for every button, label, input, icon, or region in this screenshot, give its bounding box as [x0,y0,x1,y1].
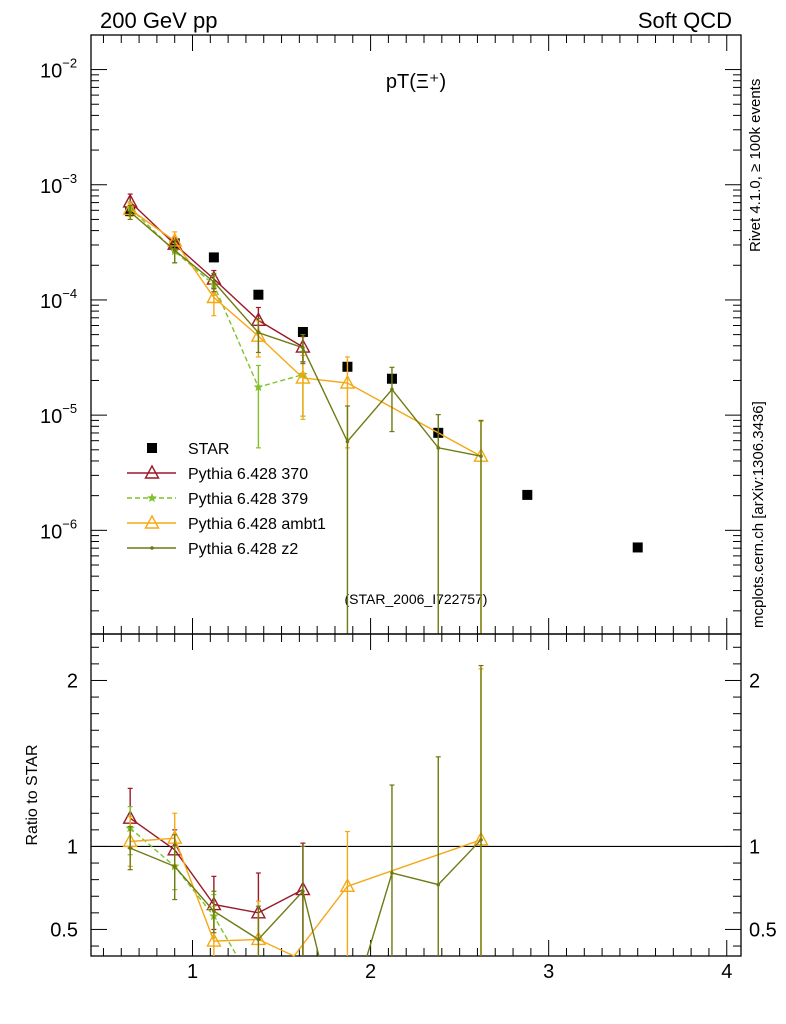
side-label-rivet: Rivet 4.1.0, ≥ 100k events [747,79,764,252]
main-point-z2 [128,210,132,214]
ratio-y-tick-label-left: 2 [67,670,78,692]
legend-marker-z2 [150,546,154,550]
ratio-point-z2 [436,882,441,887]
main-y-tick-exponent: −2 [62,56,77,71]
side-label-mcplots: mcplots.cern.ch [arXiv:1306.3436] [750,401,767,628]
ratio-point-z2 [172,864,177,869]
main-point-STAR [253,289,264,300]
main-point-STAR [297,326,308,337]
ratio-point-z2 [479,838,483,842]
main-point-z2 [212,280,216,284]
main-plot-title: pT(Ξ⁺) [386,71,446,93]
ratio-y-tick-label-right: 0.5 [749,919,777,941]
ratio-line-p379-1 [129,827,238,957]
ratio-y-axis-label: Ratio to STAR [24,744,41,845]
x-tick-label: 1 [187,961,198,983]
ratio-plot-area: 0.5 0.5 1 1 2 2 1 2 3 4 [50,633,777,983]
main-point-ambt1 [295,369,311,384]
header-left: 200 GeV pp [100,8,217,33]
legend-marker-ambt1 [144,514,160,529]
legend-label-p370: Pythia 6.428 370 [188,466,308,483]
main-point-z2 [345,439,350,444]
main-y-tick-exponent: −4 [62,286,77,301]
ratio-line-ambt1-2 [130,837,482,957]
legend-marker-p370 [144,464,160,479]
main-point-z2 [172,248,177,253]
legend-label-z2: Pythia 6.428 z2 [188,541,298,558]
main-y-tick-exponent: −6 [62,516,77,531]
main-y-tick-exponent: −5 [62,401,77,416]
main-point-p379 [253,382,264,392]
main-point-z2 [390,387,394,392]
ratio-point-z2 [301,889,305,894]
ratio-line-z2-3 [129,847,320,957]
main-plot-area: 10−2 10−3 10−4 10−5 10−6 [40,34,742,635]
main-y-tick-label: 10−6 [40,516,77,543]
main-point-STAR [208,252,219,263]
ratio-y-tick-label-left: 0.5 [50,919,78,941]
ratio-plot-frame [90,633,742,957]
ratio-point-ambt1 [206,932,222,947]
legend-label-ambt1: Pythia 6.428 ambt1 [188,516,326,533]
ratio-point-z2 [256,937,261,942]
main-point-ambt1 [339,374,356,389]
x-tick-label: 2 [365,961,376,983]
legend: STAR Pythia 6.428 370 Pythia 6.428 379 Pyth… [127,441,326,558]
legend-label-STAR: STAR [188,441,229,458]
ratio-y-tick-label-right: 2 [749,670,760,692]
main-point-STAR [632,542,643,553]
ratio-y-tick-label-right: 1 [749,836,760,858]
ratio-line-p370-0 [129,817,304,914]
x-tick-label: 3 [543,961,554,983]
main-point-ambt1 [206,289,222,304]
main-point-z2 [256,330,261,335]
legend-marker-p379 [147,493,157,502]
ratio-y-tick-label-left: 1 [67,836,78,858]
ratio-line-z2-4 [366,839,482,957]
x-tick-label: 4 [721,961,732,983]
main-point-z2 [436,446,441,450]
legend-label-p379: Pythia 6.428 379 [188,491,308,508]
ratio-point-z2 [212,909,216,913]
main-line-p370-1 [129,201,304,348]
main-y-tick-label: 10−2 [40,56,77,83]
legend-marker-STAR [147,443,157,453]
main-plot-panel: pT(Ξ⁺) (STAR_2006_I722757) 10−210−310−41… [40,34,742,635]
ratio-point-ambt1 [339,877,356,892]
ratio-point-z2 [390,871,394,875]
main-y-tick-exponent: −3 [62,171,77,186]
main-point-STAR [522,489,533,500]
ratio-plot-panel: 0.5 0.5 1 1 2 2 1 2 3 4 Ratio to STAR [24,633,777,983]
header-right: Soft QCD [638,8,732,33]
main-y-tick-label: 10−5 [40,401,77,428]
analysis-watermark: (STAR_2006_I722757) [345,591,488,607]
main-y-tick-label: 10−4 [40,286,77,313]
ratio-point-z2 [128,846,132,850]
main-point-z2 [301,345,305,350]
main-y-tick-label: 10−3 [40,171,77,198]
main-point-z2 [479,454,483,459]
